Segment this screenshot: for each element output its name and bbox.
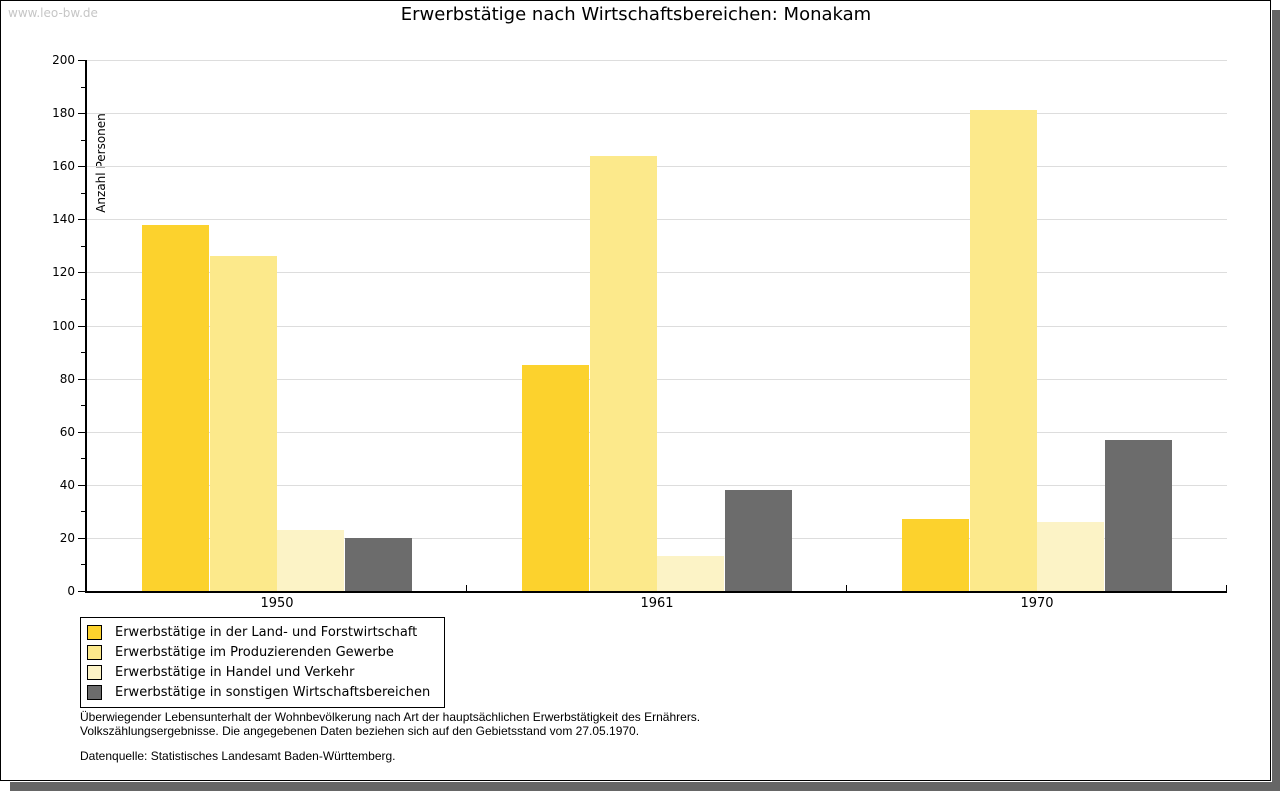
chart-title: Erwerbstätige nach Wirtschaftsbereichen:… [400,4,872,25]
x-tick-label: 1970 [1020,596,1054,611]
legend-box: Erwerbstätige in der Land- und Forstwirt… [80,617,446,708]
gridline [87,60,1227,61]
y-axis-major-tick [78,113,85,115]
gridline [87,166,1227,168]
bar-1970-series3 [1037,522,1104,591]
legend-item: Erwerbstätige in der Land- und Forstwirt… [87,622,430,642]
frame-shadow-bottom [10,782,1280,791]
gridline [87,537,1227,539]
y-tick-label: 100 [52,318,75,333]
legend-item: Erwerbstätige im Produzierenden Gewerbe [87,642,430,662]
bar-1950-series2 [210,256,277,591]
bar-1961-series2 [590,156,657,591]
y-axis-major-tick [78,591,85,592]
y-axis-major-tick [78,325,85,327]
y-tick-label: 40 [59,477,75,492]
y-axis-minor-tick [81,564,85,566]
y-axis-minor-tick [81,298,85,300]
legend-label: Erwerbstätige in Handel und Verkehr [115,664,355,680]
y-tick-label: 60 [59,424,75,439]
y-axis-minor-tick [81,352,85,354]
y-tick-label: 120 [52,265,75,280]
gridline [87,219,1227,221]
y-tick-label: 80 [59,371,75,386]
y-tick-label: 0 [67,584,75,598]
gridline [87,378,1227,380]
bar-1961-series3 [657,556,724,591]
footnote-description: Überwiegender Lebensunterhalt der Wohnbe… [80,710,700,738]
gridline [87,431,1227,433]
y-axis-minor-tick [81,86,85,88]
y-axis-major-tick [78,60,85,61]
legend-label: Erwerbstätige in sonstigen Wirtschaftsbe… [115,684,431,700]
y-axis-minor-tick [81,192,85,194]
x-axis-tick [1226,585,1227,591]
y-axis-minor-tick [81,458,85,460]
legend-item: Erwerbstätige in sonstigen Wirtschaftsbe… [87,682,430,702]
legend-swatch-series4 [87,684,102,700]
bar-1961-series4 [725,490,792,591]
y-tick-label: 180 [52,106,75,121]
bar-1970-series4 [1105,440,1172,591]
bar-1950-series1 [142,225,209,591]
x-tick-label: 1950 [260,596,294,611]
y-axis-minor-tick [81,139,85,141]
y-axis-major-tick [78,431,85,433]
bar-1950-series3 [277,530,344,591]
legend-item: Erwerbstätige in Handel und Verkehr [87,662,430,682]
footnote-line-2: Volkszählungsergebnisse. Die angegebenen… [80,724,640,738]
gridline [87,325,1227,327]
frame-shadow-right [1272,10,1280,791]
gridline [87,113,1227,115]
x-axis-tick [466,585,467,591]
y-axis-minor-tick [81,245,85,247]
y-axis-major-tick [78,537,85,539]
y-axis-minor-tick [81,405,85,407]
legend-swatch-series2 [87,644,102,660]
footnote-source: Datenquelle: Statistisches Landesamt Bad… [80,749,396,763]
bar-1970-series1 [902,519,969,591]
bar-1950-series4 [345,538,412,591]
legend-label: Erwerbstätige im Produzierenden Gewerbe [115,644,394,660]
x-tick-label: 1961 [640,596,674,611]
bar-1961-series1 [522,365,589,591]
y-axis-major-tick [78,166,85,168]
y-tick-label: 20 [59,530,75,545]
plot-area: Anzahl Personen 1950 1961 1970 0 20 40 60 80 10… [52,53,1227,611]
y-tick-label: 200 [52,53,75,67]
legend-label: Erwerbstätige in der Land- und Forstwirt… [115,624,418,640]
legend-swatch-series3 [87,664,102,680]
y-tick-label: 160 [52,159,75,174]
y-axis-minor-tick [81,511,85,513]
x-axis-tick [846,585,847,591]
y-axis-major-tick [78,378,85,380]
legend-swatch-series1 [87,624,102,640]
y-tick-label: 140 [52,212,75,227]
gridline [87,484,1227,486]
y-axis-major-tick [78,484,85,486]
footnote-line-1: Überwiegender Lebensunterhalt der Wohnbe… [80,710,701,724]
gridline [87,272,1227,274]
y-axis-major-tick [78,219,85,221]
bar-1970-series2 [970,110,1037,591]
watermark: www.leo-bw.de [8,6,98,20]
y-axis-major-tick [78,272,85,274]
